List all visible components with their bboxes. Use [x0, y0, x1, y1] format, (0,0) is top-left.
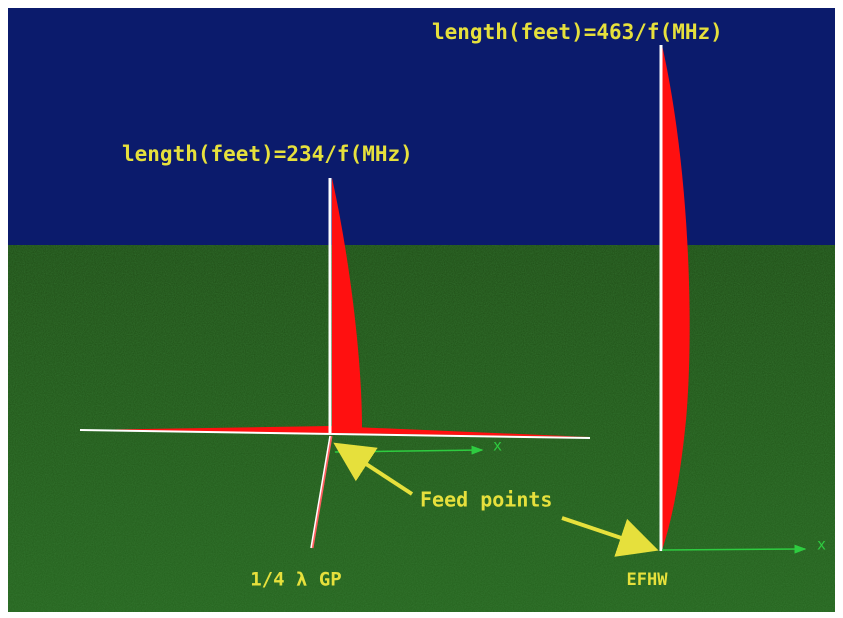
feed-points-label: Feed points	[420, 488, 552, 512]
axis-label: x	[493, 437, 502, 455]
scene: x x length(feet)=463/f(MHz) length(feet)…	[0, 0, 843, 618]
axis-arrow	[662, 549, 805, 550]
formula-label: length(feet)=463/f(MHz)	[432, 20, 723, 44]
ground-texture	[8, 245, 835, 612]
axis-label: x	[817, 536, 826, 554]
formula-label: length(feet)=234/f(MHz)	[122, 142, 413, 166]
antenna-name: EFHW	[627, 570, 669, 590]
page: x x length(feet)=463/f(MHz) length(feet)…	[0, 0, 843, 618]
antenna-name: 1/4 λ GP	[250, 569, 342, 591]
